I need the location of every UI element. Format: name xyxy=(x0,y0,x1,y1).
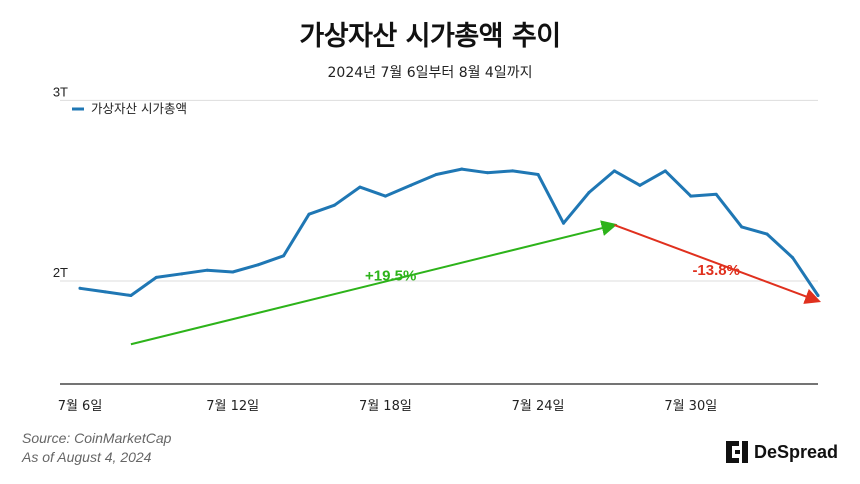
data-point xyxy=(154,275,158,279)
data-point xyxy=(663,169,667,173)
brand-logo: DeSpread xyxy=(726,441,838,463)
data-point xyxy=(78,286,82,290)
data-point xyxy=(714,192,718,196)
data-point xyxy=(129,293,133,297)
data-point xyxy=(638,183,642,187)
y-tick-label: 3T xyxy=(53,84,68,99)
x-tick-label: 7월 12일 xyxy=(206,399,259,414)
x-tick-label: 7월 6일 xyxy=(58,399,103,414)
market-cap-line xyxy=(78,167,820,297)
data-point xyxy=(511,169,515,173)
data-point xyxy=(460,167,464,171)
data-point xyxy=(231,270,235,274)
source-note: Source: CoinMarketCap xyxy=(22,430,172,446)
data-point xyxy=(103,290,107,294)
data-point xyxy=(332,203,336,207)
data-point xyxy=(587,191,591,195)
data-point xyxy=(562,221,566,225)
trend-arrow xyxy=(130,220,618,346)
trend-arrow xyxy=(614,224,821,304)
data-point xyxy=(282,254,286,258)
data-point xyxy=(409,183,413,187)
chart-footer: Source: CoinMarketCap As of August 4, 20… xyxy=(22,429,171,467)
trend-change-label: -13.8% xyxy=(692,262,740,279)
x-tick-label: 7월 30일 xyxy=(664,399,717,414)
x-tick-label: 7월 24일 xyxy=(512,399,565,414)
chart-title: 가상자산 시가총액 추이 xyxy=(299,21,561,52)
brand-name: DeSpread xyxy=(754,441,839,462)
data-point xyxy=(434,172,438,176)
data-point xyxy=(791,256,795,260)
x-tick-label: 7월 18일 xyxy=(359,399,412,414)
data-point xyxy=(765,232,769,236)
data-point xyxy=(383,194,387,198)
data-point xyxy=(689,194,693,198)
trend-change-label: +19.5% xyxy=(365,268,416,285)
data-point xyxy=(180,272,184,276)
as-of-note: As of August 4, 2024 xyxy=(22,449,152,465)
data-point xyxy=(816,293,820,297)
data-point xyxy=(740,225,744,229)
chart-subtitle: 2024년 7월 6일부터 8월 4일까지 xyxy=(327,65,533,81)
data-point xyxy=(612,169,616,173)
y-tick-label: 2T xyxy=(53,265,68,280)
data-point xyxy=(358,185,362,189)
data-point xyxy=(307,212,311,216)
data-point xyxy=(256,263,260,267)
data-point xyxy=(485,171,489,175)
despread-logo-icon xyxy=(726,441,748,463)
legend-label: 가상자산 시가총액 xyxy=(91,101,187,116)
data-point xyxy=(536,172,540,176)
data-point xyxy=(205,268,209,272)
